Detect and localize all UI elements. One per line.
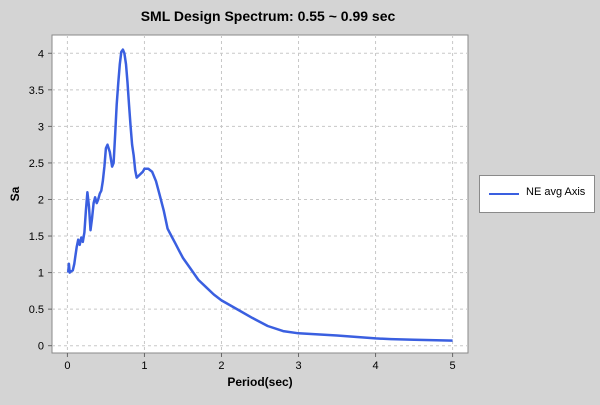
chart-title: SML Design Spectrum: 0.55 ~ 0.99 sec: [141, 8, 396, 24]
y-tick-label: 0: [38, 341, 44, 353]
y-axis-label: Sa: [8, 186, 22, 201]
y-tick-label: 3: [38, 121, 44, 133]
y-axis-ticks: 0 0.5 1 1.5 2 2.5 3 3.5 4: [29, 48, 52, 353]
y-tick-label: 0.5: [29, 304, 44, 316]
y-tick-label: 4: [38, 48, 44, 60]
x-axis-label: Period(sec): [227, 375, 292, 389]
series-layer: [66, 48, 453, 342]
legend: NE avg Axis: [479, 175, 595, 213]
x-tick-label: 1: [141, 360, 147, 372]
y-tick-label: 3.5: [29, 85, 44, 97]
x-axis-ticks: 0 1 2 3 4 5: [64, 353, 456, 372]
legend-swatch: [489, 193, 519, 195]
legend-label-ne-avg-axis: NE avg Axis: [526, 186, 586, 198]
x-tick-label: 4: [372, 360, 378, 372]
x-tick-label: 3: [295, 360, 301, 372]
x-tick-label: 5: [450, 360, 456, 372]
plot-area: [51, 34, 469, 354]
y-tick-label: 1: [38, 268, 44, 280]
y-tick-label: 2.5: [29, 158, 44, 170]
y-tick-label: 1.5: [29, 231, 44, 243]
y-tick-label: 2: [38, 194, 44, 206]
x-tick-label: 0: [64, 360, 70, 372]
x-tick-label: 2: [218, 360, 224, 372]
series-line-ne-avg-axis: [66, 48, 453, 342]
